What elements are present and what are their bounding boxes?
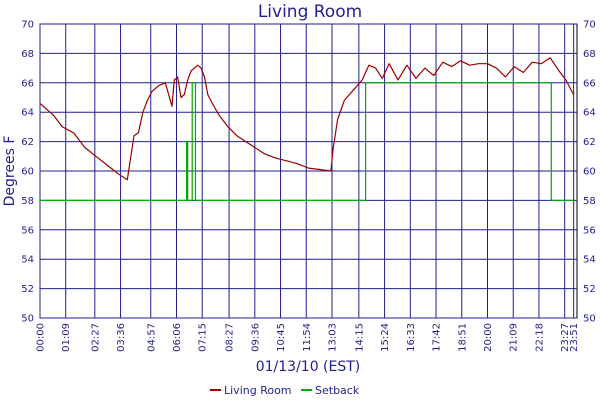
- x-tick-label: 21:09: [509, 323, 520, 352]
- series-line-setback: [40, 82, 574, 201]
- x-tick-label: 14:15: [354, 323, 365, 352]
- y-tick-label-left: 58: [21, 196, 34, 207]
- x-axis: 00:00 01:09 02:27 03:36 04:57 06:06 07:15 08:27…: [36, 323, 581, 352]
- x-tick-label: 01:09: [61, 323, 72, 352]
- x-tick-label: 08:27: [225, 323, 236, 352]
- x-tick-label: 20:00: [483, 323, 494, 352]
- y-axis-label: Degrees F: [2, 136, 18, 207]
- y-tick-label-right: 50: [583, 314, 596, 325]
- legend-label-setback: Setback: [315, 384, 360, 397]
- x-tick-label: 15:24: [380, 323, 391, 352]
- y-tick-label-left: 50: [21, 314, 34, 325]
- x-tick-label: 04:57: [146, 323, 157, 352]
- x-tick-label: 10:45: [276, 323, 287, 352]
- x-tick-label: 23:27: [560, 323, 571, 352]
- y-tick-label-left: 56: [21, 225, 34, 236]
- y-tick-label-left: 66: [21, 78, 34, 89]
- chart-title: Living Room: [258, 2, 362, 22]
- x-tick-label: 13:03: [327, 323, 338, 352]
- x-tick-label: 16:33: [406, 323, 417, 352]
- x-tick-label: 09:36: [250, 323, 261, 352]
- y-tick-label-left: 70: [21, 20, 34, 31]
- x-axis-label: 01/13/10 (EST): [256, 359, 361, 375]
- series-line-living-room: [39, 57, 575, 181]
- legend-label-living-room: Living Room: [224, 384, 292, 397]
- y-tick-label-right: 70: [583, 20, 596, 31]
- x-tick-label: 06:06: [172, 323, 183, 352]
- y-tick-label-right: 58: [583, 196, 596, 207]
- y-tick-label-right: 52: [583, 284, 596, 295]
- y-tick-label-right: 56: [583, 225, 596, 236]
- y-tick-label-right: 64: [583, 108, 596, 119]
- x-tick-label: 23:51: [569, 323, 580, 352]
- x-tick-label: 18:51: [457, 323, 468, 352]
- y-axis-right: 50 52 54 56 58 60 62 64 66 68 70: [583, 20, 596, 325]
- y-tick-label-right: 54: [583, 255, 596, 266]
- y-tick-label-left: 64: [21, 108, 34, 119]
- y-axis-left: 50 52 54 56 58 60 62 64 66 68 70: [21, 20, 34, 325]
- y-tick-label-left: 54: [21, 255, 34, 266]
- y-tick-label-left: 68: [21, 49, 34, 60]
- x-tick-label: 02:27: [90, 323, 101, 352]
- y-tick-label-left: 52: [21, 284, 34, 295]
- y-tick-label-right: 66: [583, 78, 596, 89]
- x-tick-label: 22:18: [534, 323, 545, 352]
- x-tick-label: 03:36: [116, 323, 127, 352]
- y-tick-label-right: 68: [583, 49, 596, 60]
- x-tick-label: 17:42: [432, 323, 443, 352]
- x-tick-label: 07:15: [198, 323, 209, 352]
- x-tick-label: 00:00: [36, 323, 47, 352]
- grid-lines: [39, 23, 577, 319]
- x-tick-label: 11:54: [302, 323, 313, 352]
- y-tick-label-left: 60: [21, 167, 34, 178]
- y-tick-label-right: 62: [583, 137, 596, 148]
- y-tick-label-right: 60: [583, 167, 596, 178]
- series-group: [39, 57, 575, 201]
- y-tick-label-left: 62: [21, 137, 34, 148]
- legend: Living Room Setback: [210, 384, 360, 397]
